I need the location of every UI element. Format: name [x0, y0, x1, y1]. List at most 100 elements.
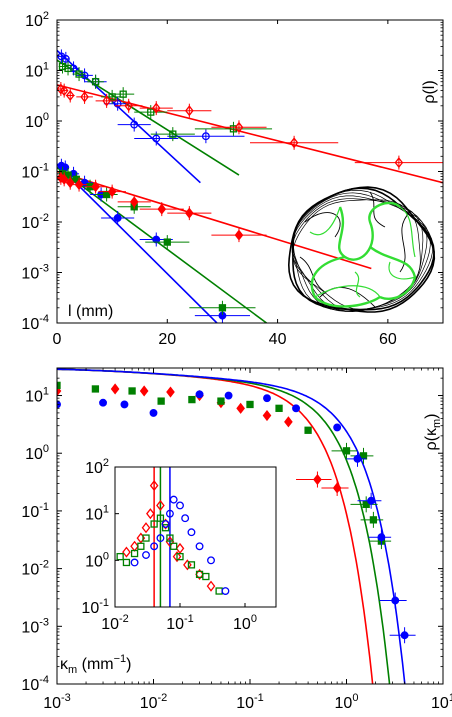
inset-data-point: [176, 552, 184, 561]
top-data-point: [59, 173, 69, 185]
top-chart-panel: 0 20 40 60 10-4 10-3 10-2 10-1 100 101 102 l (mm) ρ(…: [21, 10, 444, 348]
top-data-point: [74, 179, 84, 191]
top-data-point: [289, 137, 299, 149]
bottom-plot-area: [57, 368, 416, 684]
inset-data-point: [181, 514, 190, 523]
inset-data-point: [195, 568, 204, 580]
bottom-data-point: [377, 533, 386, 542]
inset-data-point: [195, 542, 204, 551]
bottom-ytick-label: 10-4: [21, 674, 49, 694]
inset-ytick-label: 100: [85, 550, 109, 570]
top-data-point: [234, 229, 244, 241]
top-data-point: [234, 121, 244, 133]
bottom-data-point: [149, 408, 158, 417]
bottom-data-point: [333, 423, 342, 432]
inset-data-point: [207, 556, 215, 565]
bottom-xtick-label: 10-1: [236, 692, 264, 712]
top-ytick-label: 100: [25, 111, 49, 131]
bottom-data-point: [120, 400, 129, 409]
bottom-data-point: [353, 454, 362, 463]
top-series-2: [57, 82, 443, 170]
inset-data-point: [156, 534, 165, 543]
top-xtick-label: 0: [53, 331, 62, 348]
inset-data-point: [175, 542, 185, 554]
bottom-data-point: [362, 500, 370, 508]
bottom-data-point: [292, 404, 300, 413]
top-xtick-label: 20: [158, 331, 176, 348]
top-data-point: [394, 157, 404, 169]
fit-line-2: [57, 84, 443, 184]
inset-data-point: [165, 509, 174, 518]
bottom-ytick-label: 100: [25, 443, 49, 463]
inset-data-point: [149, 480, 159, 492]
sketch-filament-7: [399, 206, 416, 258]
inset-frame-bg: [114, 466, 277, 608]
top-xaxis-label: l (mm): [68, 303, 113, 320]
top-series-3: [57, 158, 250, 323]
top-data-point: [151, 102, 161, 114]
bottom-xaxis-label: κm (mm−1): [60, 653, 131, 676]
sketch-filament-3: [314, 285, 381, 298]
fit-line-1: [57, 59, 240, 176]
inset-data-point: [146, 508, 155, 520]
top-data-point: [80, 91, 89, 103]
bottom-ytick-label: 10-3: [21, 616, 49, 636]
fit-line-3: [57, 163, 218, 323]
inset-data-point: [221, 587, 230, 595]
fit-line-4: [57, 166, 268, 323]
inset-data-point: [161, 518, 170, 530]
fit-line-0: [57, 49, 201, 184]
inset-data-point: [187, 561, 196, 569]
bottom-data-point: [246, 400, 254, 409]
top-xtick-label: 60: [379, 331, 397, 348]
top-data-point: [218, 304, 227, 312]
bottom-yaxis-label: ρ(κm): [423, 414, 443, 451]
inset-data-point: [156, 514, 165, 522]
fit-line-5: [57, 170, 372, 270]
top-ytick-label: 10-1: [21, 162, 49, 182]
top-data-point: [147, 108, 155, 116]
inset-data-point: [166, 534, 174, 542]
inset-ytick-label: 10-1: [81, 597, 109, 617]
bottom-data-point: [157, 397, 165, 405]
sketch-filament-6: [354, 271, 361, 298]
sketch-filament-4: [309, 206, 341, 236]
top-yaxis-label: ρ(l): [421, 80, 438, 103]
bottom-data-point: [91, 385, 100, 393]
top-data-point: [61, 54, 70, 63]
bottom-data-point: [391, 596, 400, 605]
top-data-point: [91, 181, 100, 193]
bottom-data-point: [400, 631, 409, 640]
inset-data-point: [172, 551, 182, 563]
inset-data-point: [165, 536, 175, 548]
inset-data-point: [130, 549, 139, 558]
top-data-point: [80, 71, 89, 80]
top-data-point: [152, 134, 161, 143]
top-data-point: [57, 52, 66, 61]
inset-data-point: [176, 501, 184, 510]
top-data-point: [185, 105, 194, 117]
top-data-point: [119, 90, 127, 98]
bottom-data-point: [313, 473, 322, 486]
bottom-data-point: [369, 516, 378, 524]
bottom-data-point: [367, 496, 376, 505]
top-data-point: [163, 238, 171, 246]
inset-data-point: [170, 542, 178, 550]
top-data-point: [201, 132, 210, 141]
bottom-data-point: [332, 482, 342, 494]
bottom-xtick-label: 101: [431, 692, 452, 712]
top-ytick-label: 102: [25, 10, 49, 30]
inset-frame: [114, 466, 277, 608]
top-data-point: [102, 95, 111, 107]
bottom-xtick-label: 10-2: [140, 692, 168, 712]
bottom-ytick-label: 10-2: [21, 559, 49, 579]
bottom-data-point: [263, 394, 271, 403]
top-ytick-label: 10-3: [21, 263, 49, 283]
bottom-data-point: [342, 447, 351, 455]
bottom-data-point: [224, 391, 233, 400]
bottom-ytick-label: 101: [25, 386, 49, 406]
inset-xtick-label: 10-2: [101, 613, 129, 633]
bottom-data-point: [262, 409, 272, 422]
bottom-data-point: [166, 386, 175, 398]
bottom-data-point: [195, 390, 204, 399]
